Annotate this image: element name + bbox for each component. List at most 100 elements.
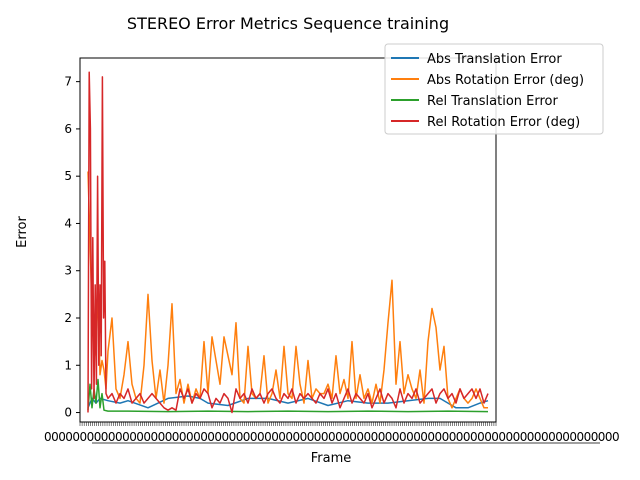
x-tick-label: 0 [179, 430, 187, 444]
x-tick-label: 0 [555, 430, 563, 444]
y-tick-label: 3 [64, 264, 72, 278]
x-tick-label: 0 [520, 430, 528, 444]
x-tick-label: 0 [271, 430, 279, 444]
x-tick-label: 0 [243, 430, 251, 444]
x-tick-label: 0 [207, 430, 215, 444]
legend-label: Rel Rotation Error (deg) [427, 115, 580, 130]
x-tick-label: 0 [371, 430, 379, 444]
x-tick-label: 0 [420, 430, 428, 444]
x-tick-label: 0 [577, 430, 585, 444]
x-tick-label: 0 [165, 430, 173, 444]
x-tick-label: 0 [364, 430, 372, 444]
y-tick-label: 2 [64, 311, 72, 325]
x-tick-label: 0 [58, 430, 66, 444]
x-tick-label: 0 [44, 430, 52, 444]
x-tick-label: 0 [307, 430, 315, 444]
x-tick-label: 0 [122, 430, 130, 444]
x-tick-label: 0 [200, 430, 208, 444]
y-tick-label: 4 [64, 216, 72, 230]
legend-label: Rel Translation Error [427, 94, 558, 109]
x-tick-label: 0 [399, 430, 407, 444]
x-tick-label: 0 [229, 430, 237, 444]
x-tick-label: 0 [321, 430, 329, 444]
x-tick-label: 0 [214, 430, 222, 444]
x-tick-label: 0 [293, 430, 301, 444]
x-tick-label: 0 [278, 430, 286, 444]
x-tick-label: 0 [65, 430, 73, 444]
x-tick-label: 0 [51, 430, 59, 444]
x-tick-label: 0 [335, 430, 343, 444]
x-tick-label: 0 [300, 430, 308, 444]
x-tick-label: 0 [612, 430, 620, 444]
series-line [87, 171, 488, 409]
y-tick-label: 7 [64, 75, 72, 89]
x-tick-label: 0 [569, 430, 577, 444]
x-axis-label: Frame [311, 451, 352, 466]
x-tick-label: 0 [378, 430, 386, 444]
legend-label: Abs Translation Error [427, 52, 562, 67]
x-tick-label: 0 [193, 430, 201, 444]
x-tick-label: 0 [158, 430, 166, 444]
x-tick-label: 0 [356, 430, 364, 444]
x-tick-label: 0 [456, 430, 464, 444]
x-tick-label: 0 [222, 430, 230, 444]
x-tick-label: 0 [108, 430, 116, 444]
x-tick-label: 0 [186, 430, 194, 444]
x-tick-label: 0 [80, 430, 88, 444]
x-tick-label: 0 [477, 430, 485, 444]
chart-title: STEREO Error Metrics Sequence training [127, 14, 449, 33]
x-tick-label: 0 [328, 430, 336, 444]
x-tick-label: 0 [605, 430, 613, 444]
x-tick-label: 0 [506, 430, 514, 444]
x-tick-label: 0 [129, 430, 137, 444]
x-tick-label: 0 [136, 430, 144, 444]
x-tick-label: 0 [250, 430, 258, 444]
x-tick-label: 0 [101, 430, 109, 444]
y-axis-label: Error [15, 216, 30, 248]
x-tick-label: 0 [413, 430, 421, 444]
x-tick-label: 0 [427, 430, 435, 444]
x-tick-label: 0 [527, 430, 535, 444]
y-tick-label: 1 [64, 358, 72, 372]
x-tick-label: 0 [484, 430, 492, 444]
x-tick-label: 0 [264, 430, 272, 444]
x-tick-label: 0 [435, 430, 443, 444]
x-tick-label: 0 [548, 430, 556, 444]
x-tick-label: 0 [562, 430, 570, 444]
x-tick-label: 0 [314, 430, 322, 444]
series-lines [87, 71, 489, 414]
x-tick-label: 0 [541, 430, 549, 444]
x-tick-label: 0 [115, 430, 123, 444]
x-tick-label: 0 [172, 430, 180, 444]
x-tick-label: 0 [143, 430, 151, 444]
x-tick-label: 0 [342, 430, 350, 444]
x-tick-label: 0 [349, 430, 357, 444]
x-tick-label: 0 [449, 430, 457, 444]
x-tick-label: 0 [285, 430, 293, 444]
x-tick-label: 0 [470, 430, 478, 444]
x-tick-label: 0 [591, 430, 599, 444]
x-tick-label: 0 [406, 430, 414, 444]
x-tick-label: 0 [498, 430, 506, 444]
x-tick-label: 0 [584, 430, 592, 444]
y-axis: 0 1 2 3 4 5 6 7 [64, 75, 80, 420]
x-tick-label: 0 [236, 430, 244, 444]
y-tick-label: 6 [64, 122, 72, 136]
x-tick-label: 0 [392, 430, 400, 444]
legend-box [384, 43, 604, 135]
x-tick-label: 0 [513, 430, 521, 444]
x-tick-label: 0 [534, 430, 542, 444]
x-tick-label: 0 [257, 430, 265, 444]
x-tick-label: 0 [72, 430, 80, 444]
x-tick-label: 0 [94, 430, 102, 444]
x-tick-label: 0 [87, 430, 95, 444]
legend-label: Abs Rotation Error (deg) [427, 73, 584, 88]
x-tick-label: 0 [442, 430, 450, 444]
y-tick-label: 5 [64, 169, 72, 183]
x-tick-label: 0 [491, 430, 499, 444]
y-tick-label: 0 [64, 406, 72, 420]
x-tick-label: 0 [463, 430, 471, 444]
x-tick-label: 0 [598, 430, 606, 444]
